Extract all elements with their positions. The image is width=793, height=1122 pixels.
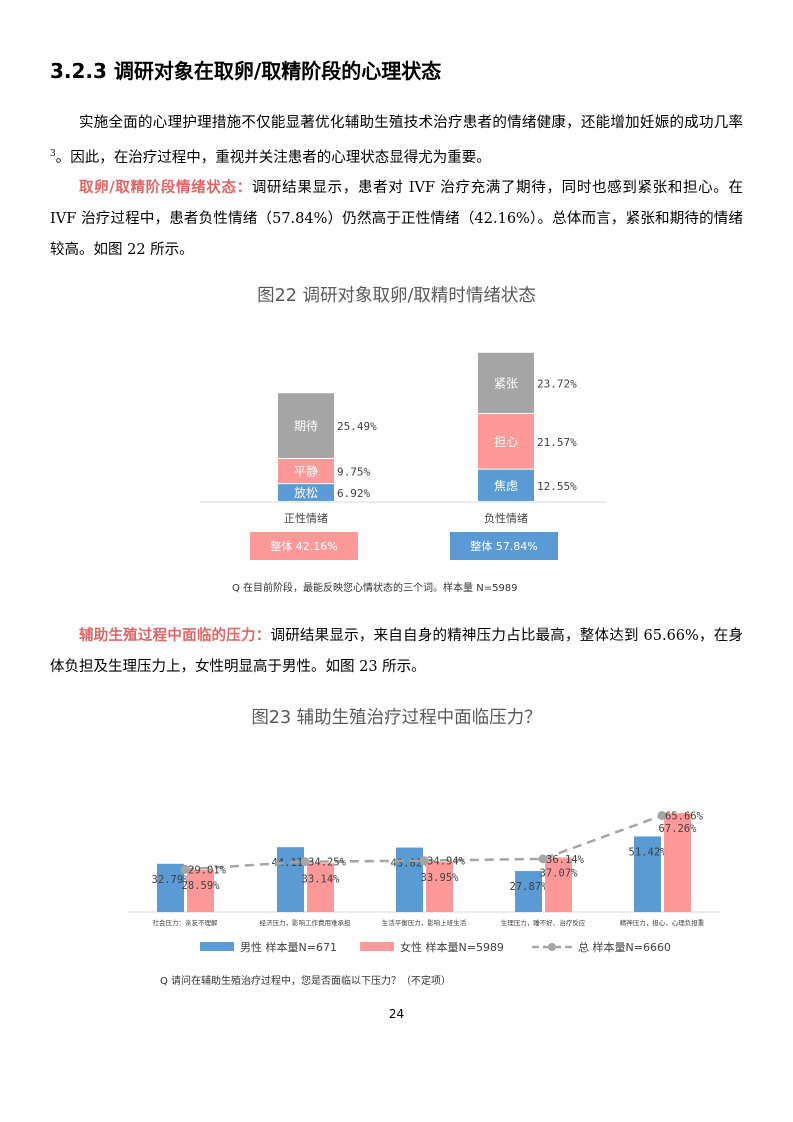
bar-male bbox=[157, 863, 184, 912]
figure-23-chart: 32.79%28.59%社会压力：亲友不理解44.11%33.14%经济压力，影… bbox=[128, 810, 720, 954]
category-label: 经济压力，影响工作费用难承担 bbox=[260, 918, 352, 927]
bar-segment bbox=[478, 352, 534, 413]
legend-label-total: 总 样本量N=6660 bbox=[578, 940, 671, 954]
segment-name-label: 期待 bbox=[294, 419, 318, 433]
line-point-total bbox=[180, 864, 190, 874]
figure-22-title: 图22 调研对象取卵/取精时情绪状态 bbox=[257, 286, 536, 306]
category-label: 负性情绪 bbox=[484, 511, 528, 525]
line-value-label: 36.14% bbox=[546, 854, 585, 866]
bar-female-value-label: 28.59% bbox=[182, 880, 221, 892]
total-box bbox=[450, 532, 558, 560]
bar-segment bbox=[278, 458, 334, 484]
bar-segment bbox=[478, 413, 534, 469]
segment-name-label: 紧张 bbox=[494, 376, 518, 390]
legend-swatch-female bbox=[360, 942, 394, 951]
bar-segment bbox=[278, 393, 334, 458]
paragraph-emotion: 取卵/取精阶段情绪状态：调研结果显示，患者对 IVF 治疗充满了期待，同时也感到… bbox=[50, 179, 743, 258]
total-box bbox=[250, 532, 358, 560]
bar-female bbox=[187, 869, 214, 912]
bar-male bbox=[277, 847, 304, 912]
bar-male-value-label: 51.42% bbox=[629, 846, 668, 858]
legend-label-female: 女性 样本量N=5989 bbox=[400, 940, 504, 954]
bar-male bbox=[634, 836, 661, 912]
series-line-total bbox=[184, 814, 663, 871]
segment-name-label: 放松 bbox=[294, 485, 318, 500]
bar-male bbox=[515, 871, 542, 912]
category-label: 社会压力：亲友不理解 bbox=[153, 918, 219, 927]
line-point-total bbox=[419, 856, 429, 866]
bar-male bbox=[396, 847, 423, 912]
segment-value-label: 23.72% bbox=[537, 377, 577, 390]
segment-value-label: 25.49% bbox=[337, 420, 377, 433]
line-point-total bbox=[538, 854, 548, 864]
bar-segment bbox=[278, 484, 334, 501]
page-number: 24 bbox=[388, 1007, 405, 1021]
line-value-label: 34.25% bbox=[308, 857, 347, 869]
bar-female bbox=[664, 813, 691, 912]
category-label: 生理压力，睡不好、治疗反应 bbox=[501, 918, 586, 927]
segment-name-label: 焦虑 bbox=[494, 479, 518, 493]
section-title: 3.2.3 调研对象在取卵/取精阶段的心理状态 bbox=[50, 59, 442, 83]
paragraph-intro: 实施全面的心理护理措施不仅能显著优化辅助生殖技术治疗患者的情绪健康，还能增加妊娠… bbox=[50, 115, 743, 166]
highlight-label: 辅助生殖过程中面临的压力： bbox=[79, 627, 271, 644]
line-point-total bbox=[657, 810, 667, 820]
total-label: 整体 57.84% bbox=[470, 539, 537, 553]
legend-label-male: 男性 样本量N=671 bbox=[240, 940, 337, 954]
category-label: 正性情绪 bbox=[284, 511, 328, 525]
legend-point-total bbox=[548, 943, 556, 951]
segment-value-label: 6.92% bbox=[337, 487, 370, 500]
bar-male-value-label: 32.79% bbox=[152, 874, 191, 886]
bar-female bbox=[307, 863, 334, 912]
segment-name-label: 担心 bbox=[494, 435, 518, 449]
bar-female-value-label: 67.26% bbox=[659, 823, 698, 835]
figure-22-note: Q 在目前阶段，最能反映您心情状态的三个词。样本量 N=5989 bbox=[232, 583, 518, 594]
category-label: 生活平衡压力，影响上班生活 bbox=[382, 918, 467, 927]
line-value-label: 65.66% bbox=[665, 810, 704, 822]
bar-female-value-label: 33.95% bbox=[421, 872, 460, 884]
highlight-label: 取卵/取精阶段情绪状态： bbox=[79, 179, 252, 196]
segment-name-label: 平静 bbox=[294, 465, 318, 479]
figure-23-note: Q 请问在辅助生殖治疗过程中，您是否面临以下压力？（不定项） bbox=[160, 976, 452, 987]
line-value-label: 34.94% bbox=[427, 856, 466, 868]
bar-female-value-label: 37.07% bbox=[540, 868, 579, 880]
bar-segment bbox=[478, 469, 534, 501]
legend-swatch-male bbox=[200, 942, 234, 951]
line-point-total bbox=[300, 857, 310, 867]
segment-value-label: 9.75% bbox=[337, 466, 370, 479]
segment-value-label: 21.57% bbox=[537, 436, 577, 449]
bar-female-value-label: 33.14% bbox=[302, 873, 341, 885]
total-label: 整体 42.16% bbox=[270, 539, 337, 553]
paragraph-pressure: 辅助生殖过程中面临的压力：调研结果显示，来自自身的精神压力占比最高，整体达到 6… bbox=[50, 627, 743, 675]
line-value-label: 29.01% bbox=[188, 864, 227, 876]
figure-23-title: 图23 辅助生殖治疗过程中面临压力？ bbox=[251, 708, 542, 728]
bar-female bbox=[545, 857, 572, 912]
bar-male-value-label: 27.87% bbox=[510, 881, 549, 893]
category-label: 精神压力，担心，心理负担重 bbox=[620, 918, 705, 927]
bar-female bbox=[426, 862, 453, 912]
segment-value-label: 12.55% bbox=[537, 480, 577, 493]
